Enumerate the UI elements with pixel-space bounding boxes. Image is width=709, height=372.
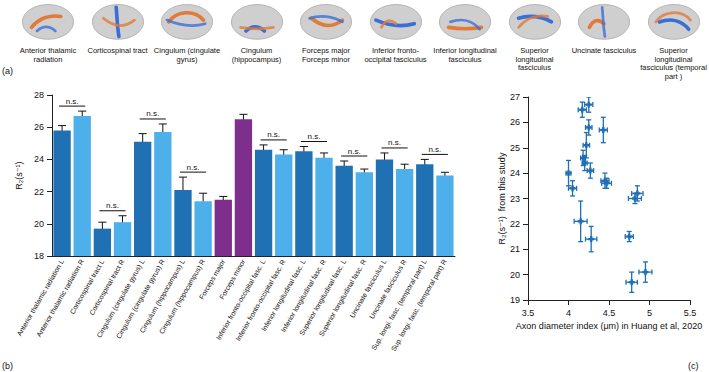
html-text:Inferior longitudinal fascicul: Inferior longitudinal fasciculus (433, 46, 497, 64)
svg-text:24: 24 (510, 168, 520, 178)
svg-text:Uncinate fasciculus L: Uncinate fasciculus L (348, 258, 387, 319)
svg-text:Forceps major: Forceps major (197, 258, 227, 301)
svg-text:5.5: 5.5 (684, 308, 697, 318)
svg-text:20: 20 (510, 270, 520, 280)
svg-text:22: 22 (34, 187, 44, 197)
svg-text:R₂(s⁻¹): R₂(s⁻¹) (14, 161, 24, 189)
svg-text:26: 26 (510, 117, 520, 127)
svg-text:n.s.: n.s. (307, 132, 320, 141)
svg-text:n.s.: n.s. (146, 109, 159, 118)
svg-text:26: 26 (34, 122, 44, 132)
svg-text:Inferior fronto-occipital fasc: Inferior fronto-occipital fasc. R (234, 258, 287, 343)
svg-text:Inferior longitudinal fasc. L: Inferior longitudinal fasc. L (260, 258, 307, 333)
html-text:(c): (c) (688, 361, 699, 371)
svg-text:Corticospinal tract R: Corticospinal tract R (88, 258, 126, 316)
svg-text:n.s.: n.s. (348, 147, 361, 156)
svg-text:Superior longitudinal fasc. L: Superior longitudinal fasc. L (298, 258, 348, 337)
html-text:Cingulum (cingulate gyrus): Cingulum (cingulate gyrus) (153, 46, 221, 64)
svg-text:24: 24 (34, 154, 44, 164)
svg-text:25: 25 (510, 143, 520, 153)
html-text:Uncinate fasciculus: Uncinate fasciculus (571, 46, 637, 55)
svg-text:Inferior longitudinal fasc. R: Inferior longitudinal fasc. R (279, 258, 328, 334)
svg-text:Sup. longi. fasc. (temporal pa: Sup. longi. fasc. (temporal part) R (390, 258, 449, 352)
svg-text:19: 19 (510, 295, 520, 305)
svg-text:4.5: 4.5 (603, 308, 616, 318)
html-text:Superior longitudinal fascicul: Superior longitudinal fasciculus (tempor… (640, 46, 707, 81)
svg-text:21: 21 (510, 244, 520, 254)
svg-text:Sup. longi. fasc. (temporal pa: Sup. longi. fasc. (temporal part) L (370, 258, 428, 352)
svg-text:Anterior thalamic radiation L: Anterior thalamic radiation L (15, 258, 66, 338)
svg-text:R₂(s⁻¹) from this study: R₂(s⁻¹) from this study (497, 152, 507, 244)
svg-text:Cingulum (cingulate gyrus) L: Cingulum (cingulate gyrus) L (95, 258, 146, 339)
svg-text:22: 22 (510, 219, 520, 229)
html-text:Corticospinal tract: Corticospinal tract (87, 46, 148, 55)
svg-text:27: 27 (510, 92, 520, 102)
html-text:Cingulum (hippocampus): Cingulum (hippocampus) (231, 46, 282, 64)
svg-text:n.s.: n.s. (66, 97, 79, 106)
svg-text:5: 5 (647, 308, 652, 318)
html-text:Superior longitudinal fascicul: Superior longitudinal fasciculus (515, 46, 554, 72)
svg-text:n.s.: n.s. (106, 201, 119, 210)
html-text:Inferior fronto-occipital fasc: Inferior fronto-occipital fasciculus (364, 46, 427, 64)
svg-text:Cingulum (hippocampus) L: Cingulum (hippocampus) L (138, 258, 186, 334)
svg-text:n.s.: n.s. (267, 130, 280, 139)
html-text:(b): (b) (2, 361, 13, 371)
svg-text:28: 28 (34, 90, 44, 100)
svg-text:23: 23 (510, 194, 520, 204)
svg-text:Inferior fronto-occipital fasc: Inferior fronto-occipital fasc. L (214, 258, 267, 342)
svg-text:20: 20 (34, 219, 44, 229)
svg-text:Axon diameter index (μm) in Hu: Axon diameter index (μm) in Huang et al,… (516, 321, 702, 331)
svg-text:Cingulum (cingulate gyrus) R: Cingulum (cingulate gyrus) R (114, 258, 166, 340)
html-text:Forceps major Forceps minor: Forceps major Forceps minor (302, 46, 350, 64)
html-text:Anterior thalamic radiation: Anterior thalamic radiation (19, 46, 77, 64)
svg-text:3.5: 3.5 (522, 308, 535, 318)
svg-text:Forceps minor: Forceps minor (218, 258, 247, 301)
html-text:(a): (a) (2, 66, 13, 76)
svg-text:n.s.: n.s. (388, 138, 401, 147)
svg-text:Uncinate fasciculus R: Uncinate fasciculus R (368, 258, 408, 320)
svg-text:n.s.: n.s. (187, 163, 200, 172)
svg-text:n.s.: n.s. (428, 145, 441, 154)
svg-text:Anterior thalamic radiation R: Anterior thalamic radiation R (35, 258, 86, 339)
svg-text:18: 18 (34, 251, 44, 261)
svg-text:4: 4 (566, 308, 571, 318)
svg-text:Superior longitudinal fasc. R: Superior longitudinal fasc. R (317, 258, 368, 338)
svg-text:Cingulum (hippocampus) R: Cingulum (hippocampus) R (157, 258, 207, 335)
svg-text:Corticospinal tract L: Corticospinal tract L (68, 258, 106, 316)
